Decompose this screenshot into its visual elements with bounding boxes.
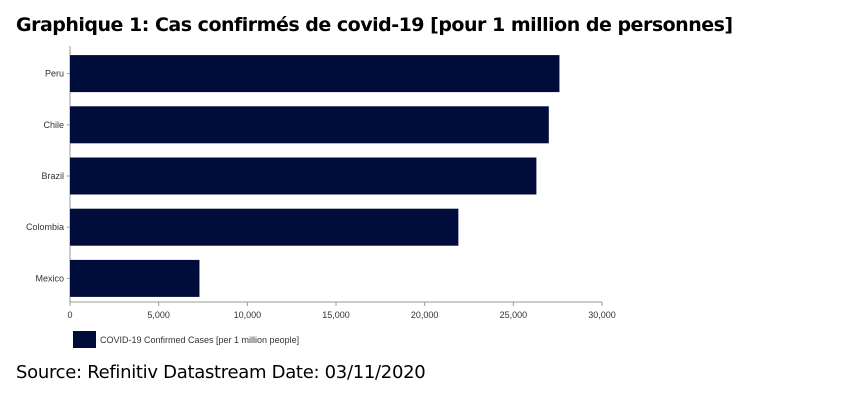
x-tick-label: 5,000	[147, 310, 170, 320]
legend-label: COVID-19 Confirmed Cases [per 1 million …	[100, 335, 299, 345]
x-tick-label: 25,000	[500, 310, 528, 320]
legend-swatch	[73, 331, 96, 348]
bar-colombia	[70, 208, 459, 246]
bar-peru	[70, 55, 560, 93]
x-tick-label: 20,000	[411, 310, 439, 320]
y-tick-label: Chile	[43, 120, 64, 130]
y-tick-label: Colombia	[26, 222, 64, 232]
chart-title: Graphique 1: Cas confirmés de covid-19 […	[16, 14, 733, 36]
y-tick-label: Mexico	[35, 273, 64, 283]
x-tick-label: 10,000	[234, 310, 262, 320]
bar-chile	[70, 106, 549, 144]
y-tick-label: Peru	[45, 69, 64, 79]
source-note: Source: Refinitiv Datastream Date: 03/11…	[16, 362, 426, 383]
bar-brazil	[70, 157, 537, 195]
x-tick-label: 0	[67, 310, 72, 320]
y-tick-label: Brazil	[41, 171, 64, 181]
bar-mexico	[70, 259, 200, 297]
x-tick-label: 15,000	[322, 310, 350, 320]
x-tick-label: 30,000	[588, 310, 616, 320]
